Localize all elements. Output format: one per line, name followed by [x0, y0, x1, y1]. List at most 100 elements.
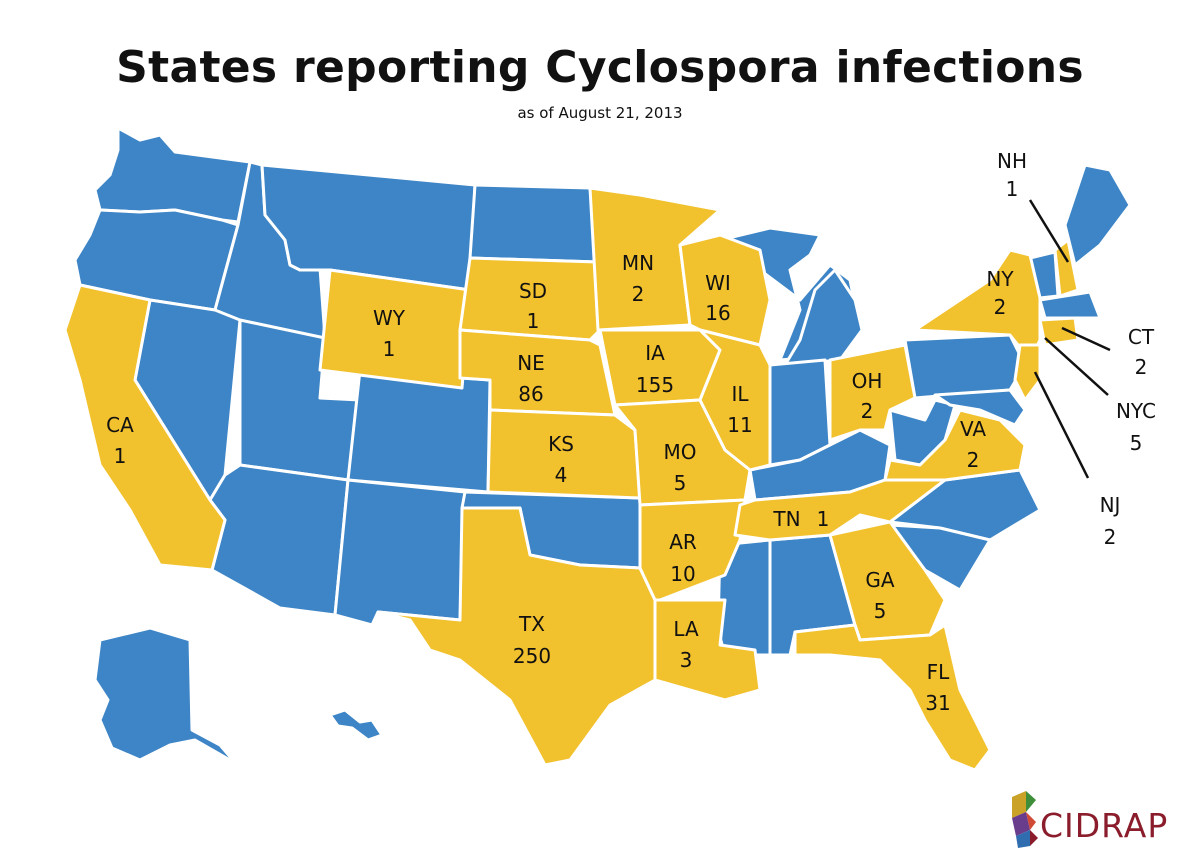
- label-ca-count: 1: [114, 444, 127, 468]
- label-il-abbr: IL: [731, 382, 749, 406]
- label-nj-count: 2: [1104, 525, 1117, 549]
- svg-text:CA: CA: [106, 413, 134, 437]
- leader-ct: [1061, 326, 1111, 352]
- label-il-count: 11: [727, 413, 752, 437]
- label-nj-abbr: NJ: [1100, 493, 1121, 517]
- label-sd-abbr: SD: [519, 279, 547, 303]
- label-ar-count: 10: [670, 562, 695, 586]
- label-wy-abbr: WY: [373, 306, 406, 330]
- svg-text:IL: IL: [731, 382, 749, 406]
- label-tx-abbr: TX: [518, 612, 545, 636]
- label-ca-abbr: CA: [106, 413, 134, 437]
- label-mo-abbr: MO: [664, 440, 697, 464]
- leader-nh: [1028, 199, 1070, 263]
- svg-text:2: 2: [967, 448, 980, 472]
- svg-text:TN: TN: [772, 507, 800, 531]
- label-ne-count: 86: [518, 382, 543, 406]
- svg-text:MO: MO: [664, 440, 697, 464]
- svg-text:LA: LA: [673, 617, 699, 641]
- state-ak: [93, 626, 252, 782]
- label-ne-abbr: NE: [517, 351, 545, 375]
- label-mn-count: 2: [632, 282, 645, 306]
- label-nh-count: 1: [1006, 177, 1019, 201]
- svg-text:31: 31: [925, 691, 950, 715]
- label-ny-abbr: NY: [986, 267, 1014, 291]
- svg-text:AR: AR: [669, 530, 697, 554]
- svg-text:OH: OH: [852, 369, 883, 393]
- map-title: States reporting Cyclospora infections: [116, 42, 1084, 93]
- state-la: [653, 598, 762, 702]
- svg-text:1: 1: [527, 309, 540, 333]
- state-nj: [1013, 343, 1042, 402]
- label-ar-abbr: AR: [669, 530, 697, 554]
- label-ny-count: 2: [994, 295, 1007, 319]
- label-tn-count: 1: [817, 507, 830, 531]
- state-tx: [376, 506, 657, 767]
- svg-text:4: 4: [555, 463, 568, 487]
- leader-nj: [1033, 371, 1090, 479]
- svg-text:NJ: NJ: [1100, 493, 1121, 517]
- label-va-abbr: VA: [960, 417, 986, 441]
- svg-text:1: 1: [383, 337, 396, 361]
- svg-text:FL: FL: [927, 660, 951, 684]
- svg-text:NY: NY: [986, 267, 1014, 291]
- label-wi-count: 16: [705, 301, 730, 325]
- label-tn-abbr: TN: [772, 507, 800, 531]
- state-az: [208, 463, 350, 617]
- svg-text:86: 86: [518, 382, 543, 406]
- svg-text:2: 2: [1135, 355, 1148, 379]
- state-il: [698, 328, 772, 472]
- svg-text:NYC: NYC: [1116, 399, 1156, 423]
- svg-text:2: 2: [1104, 525, 1117, 549]
- label-va-count: 2: [967, 448, 980, 472]
- label-ks-abbr: KS: [548, 432, 574, 456]
- label-ga-abbr: GA: [865, 568, 894, 592]
- label-fl-count: 31: [925, 691, 950, 715]
- state-ma: [1038, 290, 1102, 320]
- state-labels: NH 1 NY 2 CT 2 NYC 5 NJ 2 WY 1 SD 1 MN 2…: [106, 149, 1156, 715]
- svg-text:155: 155: [636, 373, 674, 397]
- label-la-count: 3: [680, 648, 693, 672]
- label-oh-abbr: OH: [852, 369, 883, 393]
- state-nd: [468, 183, 600, 264]
- label-mo-count: 5: [674, 471, 687, 495]
- state-ct: [1038, 316, 1080, 347]
- label-nh-abbr: NH: [997, 149, 1027, 173]
- state-nm: [333, 478, 467, 627]
- svg-text:GA: GA: [865, 568, 894, 592]
- state-me: [1063, 163, 1132, 267]
- label-fl-abbr: FL: [927, 660, 951, 684]
- svg-text:VA: VA: [960, 417, 986, 441]
- state-wi: [678, 233, 772, 347]
- state-wy: [318, 268, 472, 390]
- label-wy-count: 1: [383, 337, 396, 361]
- label-ct-count: 2: [1135, 355, 1148, 379]
- state-wa: [93, 126, 252, 224]
- svg-text:1: 1: [114, 444, 127, 468]
- label-ia-abbr: IA: [645, 341, 665, 365]
- svg-text:NH: NH: [997, 149, 1027, 173]
- label-ga-count: 5: [874, 599, 887, 623]
- svg-text:2: 2: [994, 295, 1007, 319]
- state-va: [883, 408, 1027, 482]
- state-oh: [828, 343, 917, 442]
- map-subtitle: as of August 21, 2013: [517, 104, 683, 122]
- label-ia-count: 155: [636, 373, 674, 397]
- svg-text:5: 5: [874, 599, 887, 623]
- label-tx-count: 250: [513, 644, 551, 668]
- svg-text:KS: KS: [548, 432, 574, 456]
- leader-nyc: [1044, 337, 1109, 396]
- svg-text:3: 3: [680, 648, 693, 672]
- label-oh-count: 2: [861, 399, 874, 423]
- svg-text:2: 2: [632, 282, 645, 306]
- svg-text:16: 16: [705, 301, 730, 325]
- svg-text:TX: TX: [518, 612, 545, 636]
- svg-text:10: 10: [670, 562, 695, 586]
- label-mn-abbr: MN: [622, 251, 654, 275]
- svg-text:WI: WI: [705, 271, 731, 295]
- label-sd-count: 1: [527, 309, 540, 333]
- state-hi: [328, 708, 384, 742]
- svg-text:5: 5: [674, 471, 687, 495]
- svg-text:250: 250: [513, 644, 551, 668]
